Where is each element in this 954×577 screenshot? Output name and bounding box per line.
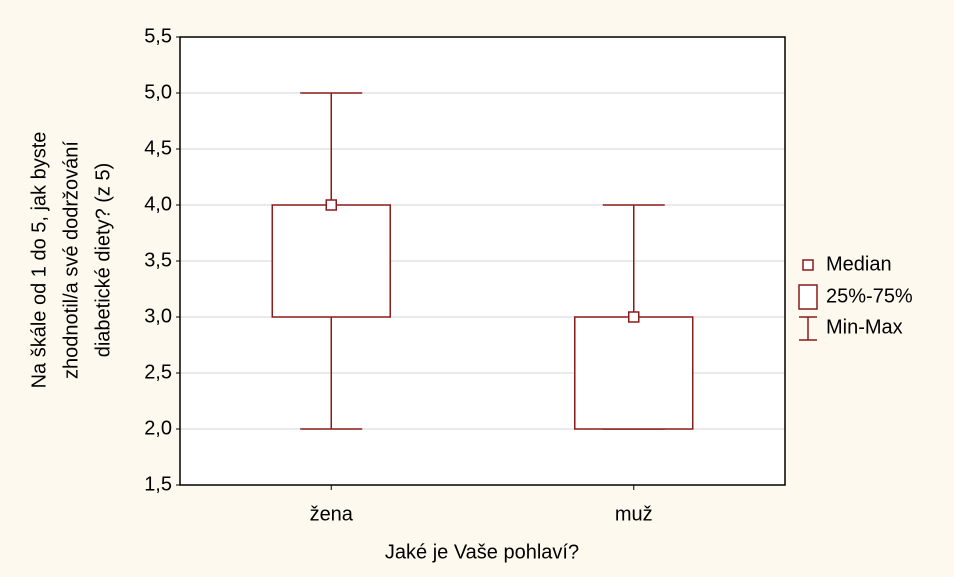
y-axis-title-line: zhodnotil/a své dodržování <box>60 141 82 379</box>
median-marker <box>325 199 337 211</box>
legend-median-icon <box>802 259 814 271</box>
y-tick-label: 5,5 <box>144 25 172 47</box>
y-tick-label: 3,0 <box>144 305 172 327</box>
x-axis-title: Jaké je Vaše pohlaví? <box>385 541 579 563</box>
y-tick-label: 4,0 <box>144 193 172 215</box>
legend-label: Min-Max <box>826 316 903 338</box>
y-tick-label: 4,5 <box>144 137 172 159</box>
box <box>271 204 391 318</box>
y-tick-label: 2,5 <box>144 361 172 383</box>
y-tick-label: 3,5 <box>144 249 172 271</box>
x-tick-label: žena <box>310 503 354 525</box>
y-axis-title-line: diabetické diety? (z 5) <box>92 163 114 358</box>
legend-label: Median <box>826 253 892 275</box>
legend-label: 25%-75% <box>826 285 913 307</box>
x-tick-label: muž <box>615 503 653 525</box>
box <box>574 316 694 430</box>
legend-box-icon <box>798 284 818 310</box>
median-marker <box>628 311 640 323</box>
y-axis-title: Na škále od 1 do 5, jak byste zhodnotil/… <box>28 132 114 389</box>
y-tick-label: 5,0 <box>144 81 172 103</box>
plot-border <box>179 36 786 486</box>
y-axis-title-line: Na škále od 1 do 5, jak byste <box>28 132 50 389</box>
y-tick-label: 1,5 <box>144 473 172 495</box>
y-tick-label: 2,0 <box>144 417 172 439</box>
